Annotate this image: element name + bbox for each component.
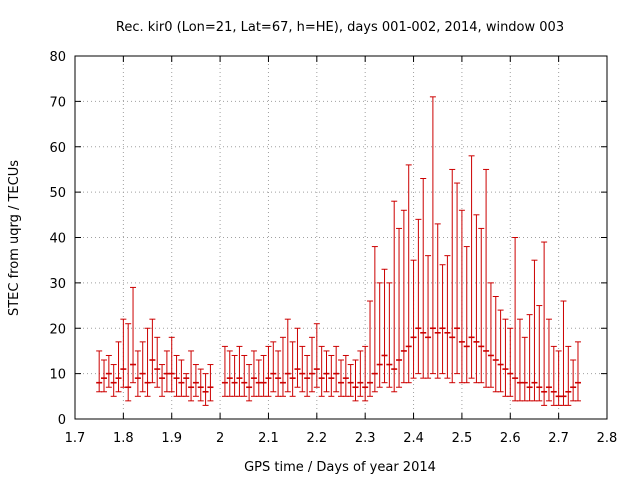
grid-lines	[75, 56, 607, 419]
x-tick-label: 1.9	[161, 431, 182, 446]
x-tick-label: 2.4	[403, 431, 424, 446]
chart-title: Rec. kir0 (Lon=21, Lat=67, h=HE), days 0…	[116, 20, 564, 35]
y-tick-label: 30	[49, 277, 66, 292]
y-tick-label: 50	[49, 186, 66, 201]
y-tick-label: 40	[49, 232, 66, 247]
x-tick-label: 2.7	[548, 431, 569, 446]
x-tick-label: 2.8	[597, 431, 618, 446]
y-tick-label: 80	[49, 50, 66, 65]
y-axis-label: STEC from uqrg / TECUs	[7, 160, 22, 316]
x-tick-label: 2.2	[306, 431, 327, 446]
y-tick-label: 70	[49, 95, 66, 110]
axis-ticks: 1.7 1.8 1.9 2 2.1 2.2 2.3 2.4 2.5 2.6 2.7 2.8 0 10 20 3…	[49, 50, 617, 446]
x-tick-label: 1.8	[113, 431, 134, 446]
x-axis-label: GPS time / Days of year 2014	[244, 460, 436, 475]
x-tick-label: 1.7	[65, 431, 86, 446]
y-tick-label: 60	[49, 141, 66, 156]
y-tick-label: 10	[49, 368, 66, 383]
y-tick-label: 20	[49, 322, 66, 337]
x-tick-label: 2.6	[500, 431, 521, 446]
x-tick-label: 2.3	[355, 431, 376, 446]
y-tick-label: 0	[58, 413, 66, 428]
x-tick-label: 2.1	[258, 431, 279, 446]
x-tick-label: 2.5	[452, 431, 473, 446]
x-tick-label: 2	[216, 431, 224, 446]
error-bar-series	[96, 96, 581, 406]
